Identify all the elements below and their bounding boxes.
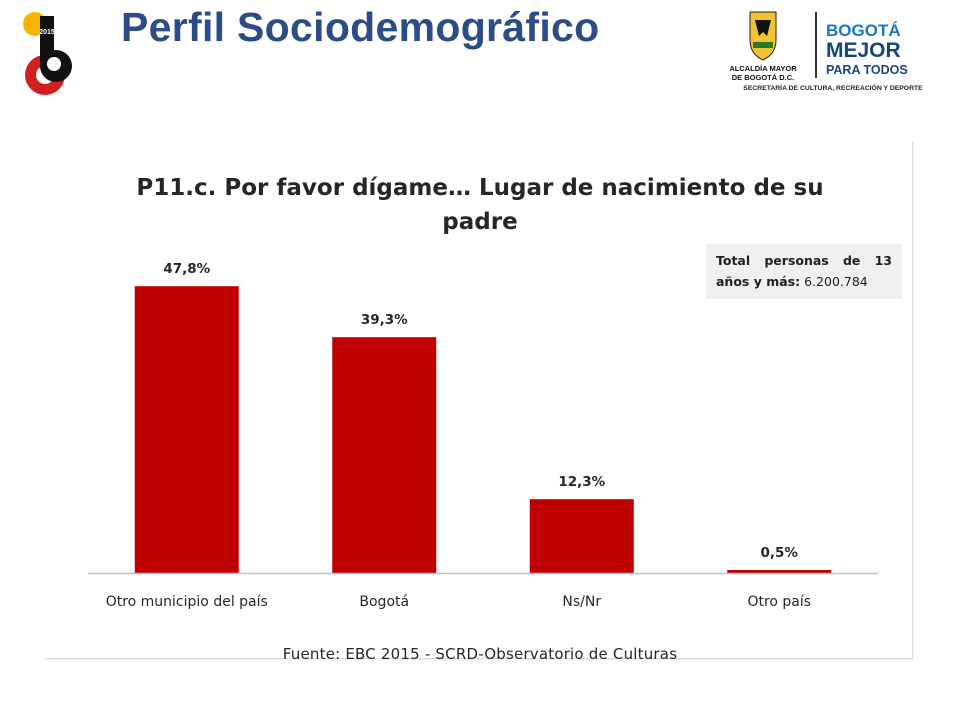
department-name: SECRETARÍA DE CULTURA, RECREACIÓN Y DEPO… xyxy=(743,83,923,92)
logo-divider xyxy=(815,12,817,78)
alcaldia-line2: DE BOGOTÁ D.C. xyxy=(732,73,795,82)
category-label-1: Bogotá xyxy=(359,594,409,610)
observatorio-logo: 2015 xyxy=(23,12,72,95)
bar-0 xyxy=(134,286,239,573)
data-label-3: 0,5% xyxy=(761,545,799,561)
chart-title-line-2: padre xyxy=(442,209,518,235)
alcaldia-logo: ALCALDÍA MAYOR DE BOGOTÁ D.C. BOGOTÁ MEJ… xyxy=(729,11,923,92)
category-label-2: Ns/Nr xyxy=(562,594,601,610)
bar-3 xyxy=(727,570,832,573)
bar-2 xyxy=(529,499,634,573)
alcaldia-line1: ALCALDÍA MAYOR xyxy=(729,64,797,73)
total-persons-value: 6.200.784 xyxy=(804,274,868,289)
category-label-3: Otro país xyxy=(747,594,811,610)
page-title: Perfil Sociodemográfico xyxy=(121,4,600,50)
total-persons-box: Total personas de 13 años y más: 6.200.7… xyxy=(706,244,902,299)
data-label-1: 39,3% xyxy=(361,312,408,328)
logo-b-counter xyxy=(47,57,61,71)
chart-title: P11.c. Por favor dígame… Lugar de nacimi… xyxy=(0,171,960,239)
category-label-0: Otro municipio del país xyxy=(106,594,268,610)
chart-panel xyxy=(46,141,913,659)
coat-of-arms-icon xyxy=(749,11,777,61)
slogan-top: BOGOTÁ xyxy=(826,21,901,40)
data-label-2: 12,3% xyxy=(558,474,605,490)
slogan-bot: PARA TODOS xyxy=(826,63,908,77)
logo-year-text: 2015 xyxy=(39,29,55,36)
total-persons-label: Total personas de 13 años y más: xyxy=(716,253,892,289)
data-label-0: 47,8% xyxy=(163,261,210,277)
source-note: Fuente: EBC 2015 - SCRD-Observatorio de … xyxy=(282,645,678,663)
chart-title-line-1: P11.c. Por favor dígame… Lugar de nacimi… xyxy=(136,175,824,201)
slogan-mid: MEJOR xyxy=(826,39,901,62)
bar-1 xyxy=(332,337,437,573)
